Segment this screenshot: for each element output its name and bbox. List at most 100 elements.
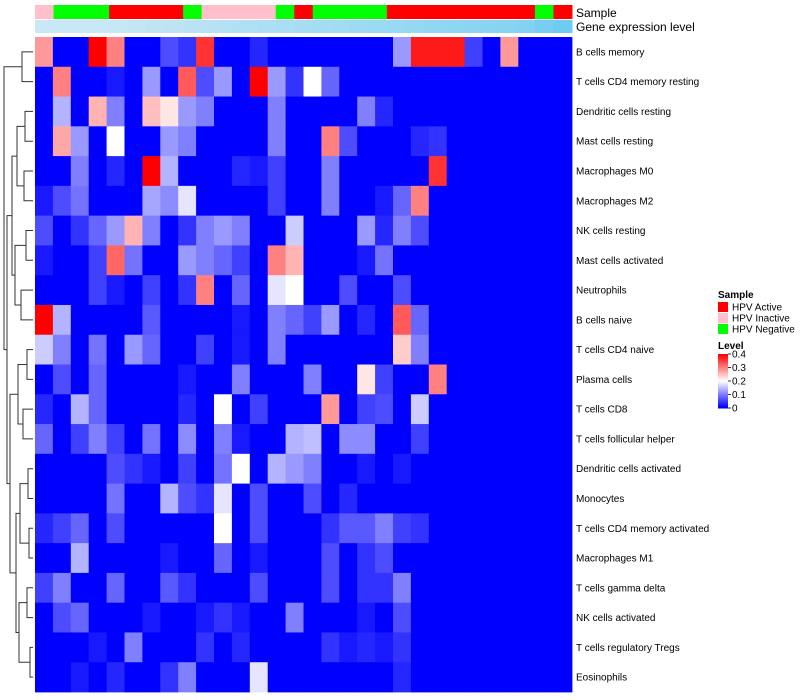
heatmap-cell [106,662,125,693]
level-bar-segment [718,394,728,396]
expression-annotation-cell [553,20,573,33]
heatmap-cell [303,66,322,97]
heatmap-cell [375,424,394,455]
heatmap-cell [52,513,72,544]
heatmap-cell [52,543,72,574]
heatmap-cell [178,304,197,336]
level-bar-segment [718,396,728,398]
heatmap-cell [106,96,125,127]
heatmap-cell [267,156,286,187]
heatmap-cell [357,156,376,187]
heatmap-cell [393,662,412,693]
heatmap-cell [536,453,555,484]
heatmap-cell [303,275,322,306]
heatmap-cell [178,66,197,97]
legend-swatch [718,324,728,334]
heatmap-cell [482,96,501,127]
heatmap-cell [357,245,376,276]
heatmap-cell [124,364,143,395]
heatmap-cell [214,37,233,68]
heatmap-cell [518,543,537,574]
heatmap-cell [231,215,251,246]
heatmap-cell [231,453,251,484]
heatmap-cell [428,483,448,514]
expression-annotation-cell [275,20,295,33]
heatmap-cell [249,275,269,306]
heatmap-cell [500,215,519,246]
sample-annotation-cell [442,5,462,19]
heatmap-cell [124,156,143,187]
heatmap-cell [285,156,304,187]
heatmap-cell [249,424,269,455]
level-bar-segment [718,365,728,367]
heatmap-cell [52,96,72,127]
heatmap-cell [124,304,143,336]
heatmap-cell [428,66,448,97]
row-label: B cells naive [576,315,633,326]
level-bar-segment [718,372,728,374]
level-bar-segment [718,384,728,386]
heatmap-cell [214,215,233,246]
expression-annotation-cell [405,20,425,33]
heatmap-cell [464,126,483,157]
heatmap-cell [106,304,125,336]
heatmap-cell [70,394,90,425]
expression-annotation-cell [90,20,110,33]
heatmap-cell [518,364,537,395]
heatmap-cell [142,96,161,127]
heatmap-cell [464,364,483,395]
expression-annotation-cell [331,20,351,33]
heatmap-cell [231,513,251,544]
heatmap-cell [428,543,448,574]
heatmap-cell [214,126,233,157]
heatmap-cell [375,245,394,276]
heatmap-cell [106,156,125,187]
heatmap-cell [410,513,430,544]
heatmap-cell [231,156,251,187]
heatmap-cell [160,304,179,336]
heatmap-cell [393,453,412,484]
row-dendrogram [3,51,33,678]
heatmap-cell [267,364,286,395]
heatmap-cell [52,215,72,246]
heatmap-cell [446,334,465,365]
heatmap-cell [106,37,125,68]
heatmap-cell [142,126,161,157]
heatmap-cell [249,483,269,514]
heatmap-cell [393,483,412,514]
heatmap-cell [554,483,573,514]
heatmap-cell [554,304,573,336]
heatmap-cell [267,424,286,455]
heatmap-cell [428,215,448,246]
heatmap-cell [142,304,161,336]
heatmap-cell [339,632,358,663]
heatmap-cell [303,513,322,544]
heatmap-cell [142,215,161,246]
heatmap-cell [446,453,465,484]
sample-annotation-cell [146,5,166,19]
level-bar-segment [718,363,728,365]
heatmap-cell [88,334,107,365]
heatmap-cell [249,572,269,604]
heatmap-cell [554,632,573,663]
heatmap-cell [178,513,197,544]
row-label: Dendritic cells resting [576,107,671,118]
level-bar-segment [718,368,728,370]
level-bar-segment [718,403,728,405]
heatmap-cell [554,37,573,68]
heatmap-cell [446,156,465,187]
heatmap-cell [375,543,394,574]
heatmap-cell [231,483,251,514]
heatmap-cell [178,185,197,217]
heatmap-cell [70,453,90,484]
heatmap-cell [536,662,555,693]
heatmap-cell [106,453,125,484]
heatmap-cell [142,632,161,663]
heatmap-cell [178,364,197,395]
heatmap-cell [321,394,340,425]
heatmap-cell [285,185,304,217]
expression-annotation-cell [479,20,499,33]
heatmap-cell [88,662,107,693]
heatmap-cell [375,275,394,306]
sample-annotation-cell [127,5,147,19]
